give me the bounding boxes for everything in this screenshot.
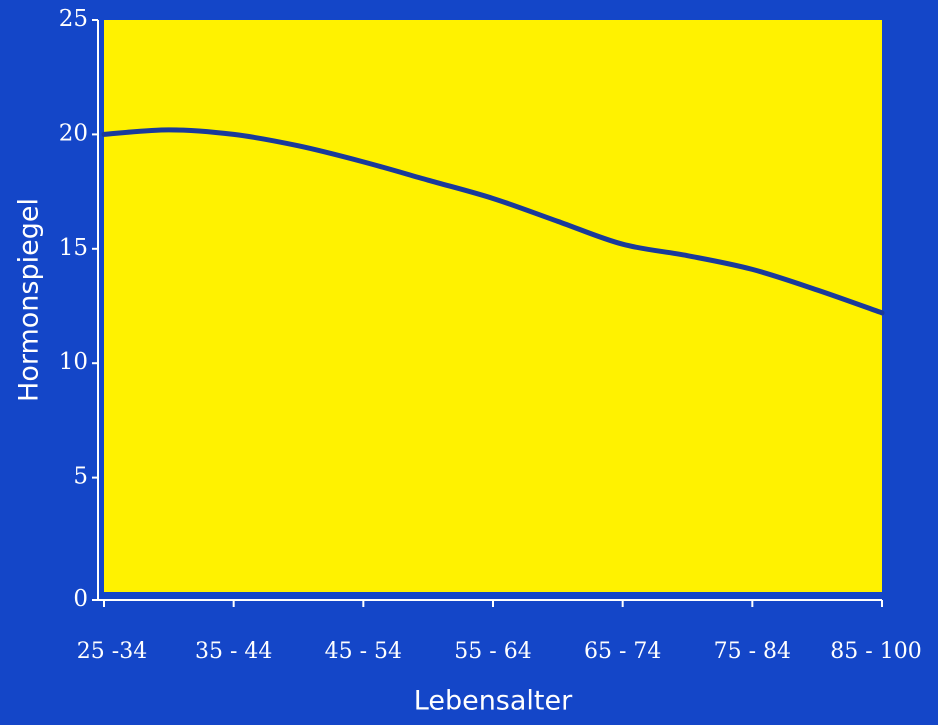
x-tick-label: 55 - 64	[454, 639, 531, 664]
series-layer	[101, 127, 885, 316]
y-axis: 0 5 10 15 20 25	[59, 6, 99, 612]
x-tick-label: 35 - 44	[195, 639, 272, 664]
x-axis-title: Lebensalter	[414, 686, 573, 717]
x-tick-label: 25 -34	[77, 639, 147, 664]
y-axis-title: Hormonspiegel	[14, 198, 45, 402]
y-tick-label: 20	[59, 120, 88, 146]
x-tick-label: 65 - 74	[584, 639, 661, 664]
plot-area	[104, 20, 882, 592]
series-line	[101, 127, 885, 316]
y-tick-label: 25	[59, 6, 88, 32]
x-tick-label: 75 - 84	[714, 639, 791, 664]
x-tick-label: 45 - 54	[325, 639, 402, 664]
x-axis: 25 -34 35 - 44 45 - 54 55 - 64 65 - 74 75 - 8…	[77, 599, 922, 664]
y-tick-label: 0	[73, 586, 88, 612]
y-tick-label: 15	[59, 235, 88, 261]
x-tick-label: 85 - 100	[830, 639, 921, 664]
y-tick-label: 5	[73, 464, 88, 490]
y-tick-label: 10	[59, 349, 88, 375]
